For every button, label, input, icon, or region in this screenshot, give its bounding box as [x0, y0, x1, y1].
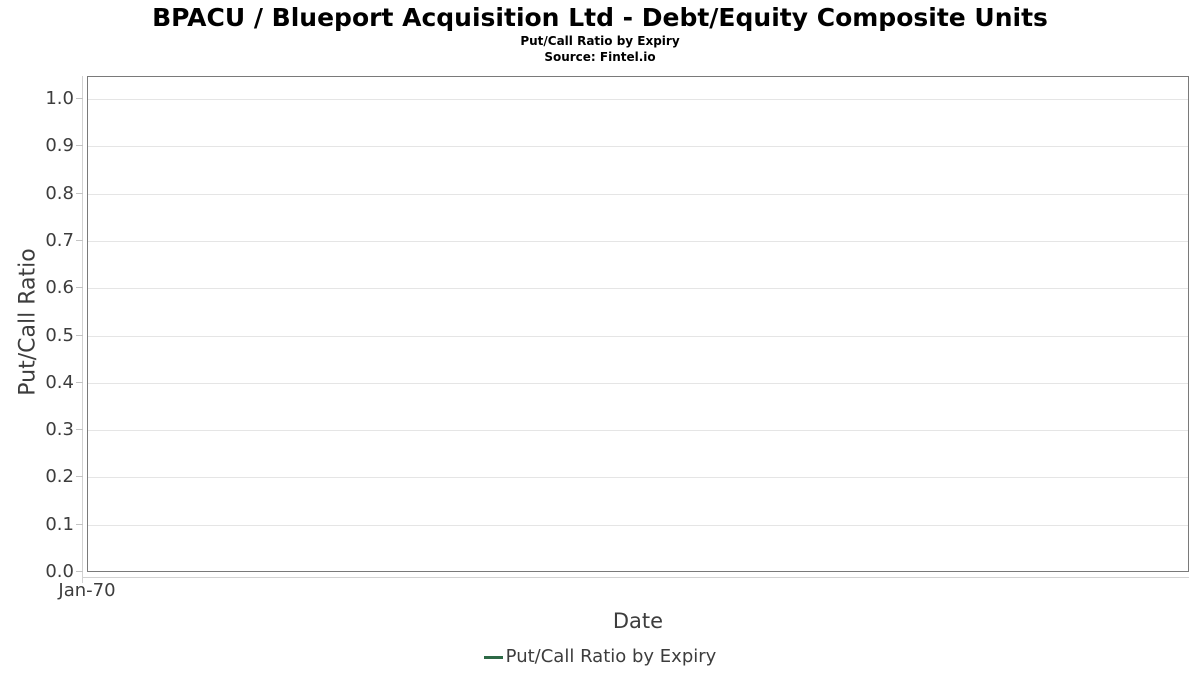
y-tick-mark-0.3: [76, 429, 83, 431]
chart-subtitle: Put/Call Ratio by Expiry: [520, 34, 680, 48]
y-tick-mark-0.2: [76, 476, 83, 478]
left-offset-spine: [82, 76, 83, 583]
y-tick-label-0.3: 0.3: [45, 419, 74, 441]
y-tick-mark-1.0: [76, 98, 83, 99]
gridline-0.5: [88, 335, 1188, 337]
y-tick-label-0.4: 0.4: [45, 371, 74, 393]
plot-area: [87, 76, 1189, 572]
legend: Put/Call Ratio by Expiry: [0, 646, 1200, 668]
bottom-offset-spine: [82, 577, 1189, 578]
y-tick-label-0.6: 0.6: [45, 277, 74, 299]
y-tick-mark-0.6: [76, 287, 83, 289]
x-tick-label: Jan-70: [58, 580, 116, 601]
y-tick-mark-0.5: [76, 334, 83, 336]
gridline-0.1: [88, 524, 1188, 526]
gridline-0.7: [88, 240, 1188, 242]
chart-source: Source: Fintel.io: [544, 50, 656, 64]
y-tick-label-0.7: 0.7: [45, 229, 74, 251]
y-tick-label-0.1: 0.1: [45, 513, 74, 535]
y-tick-mark-0.7: [76, 239, 83, 241]
chart-title: BPACU / Blueport Acquisition Ltd - Debt/…: [152, 3, 1048, 32]
gridline-0.4: [88, 382, 1188, 384]
legend-line-marker: [483, 655, 503, 659]
y-tick-label-0.0: 0.0: [45, 561, 74, 582]
y-tick-label-0.8: 0.8: [45, 182, 74, 204]
y-tick-mark-0.0: [76, 571, 83, 572]
y-tick-mark-0.8: [76, 192, 83, 194]
gridline-0.2: [88, 477, 1188, 479]
y-tick-mark-0.9: [76, 145, 83, 147]
gridline-0.3: [88, 430, 1188, 432]
y-tick-label-0.9: 0.9: [45, 135, 74, 157]
x-axis-title: Date: [612, 609, 664, 633]
y-tick-mark-0.4: [76, 381, 83, 383]
gridline-0.6: [88, 288, 1188, 290]
gridline-1.0: [88, 99, 1188, 100]
y-tick-label-0.2: 0.2: [45, 466, 74, 488]
y-tick-label-1.0: 1.0: [45, 88, 74, 109]
y-tick-mark-0.1: [76, 523, 83, 525]
gridline-0.9: [88, 146, 1188, 148]
legend-label: Put/Call Ratio by Expiry: [505, 646, 717, 667]
gridline-0.8: [88, 193, 1188, 195]
y-tick-label-0.5: 0.5: [45, 324, 74, 346]
